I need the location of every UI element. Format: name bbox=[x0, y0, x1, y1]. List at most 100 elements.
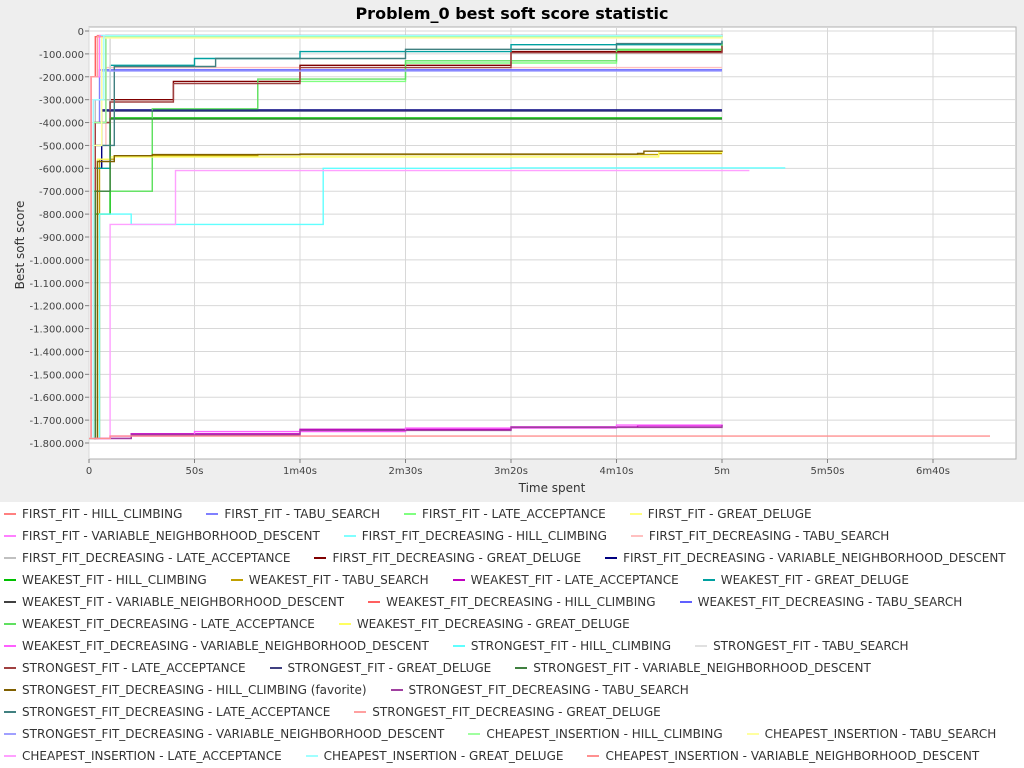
legend-swatch bbox=[4, 645, 16, 647]
legend-swatch bbox=[4, 755, 16, 757]
y-tick-label: -1.700.000 bbox=[29, 416, 84, 427]
legend-item: CHEAPEST_INSERTION - LATE_ACCEPTANCE bbox=[4, 745, 282, 767]
plot-area bbox=[88, 26, 1017, 460]
series-line bbox=[89, 435, 990, 440]
legend-row: WEAKEST_FIT_DECREASING - VARIABLE_NEIGHB… bbox=[0, 635, 1024, 657]
grid-lines bbox=[88, 27, 1016, 459]
legend-item: WEAKEST_FIT - TABU_SEARCH bbox=[230, 569, 429, 591]
legend-item: WEAKEST_FIT_DECREASING - GREAT_DELUGE bbox=[338, 613, 630, 635]
y-axis-label: Best soft score bbox=[13, 201, 27, 290]
legend-swatch bbox=[368, 601, 381, 603]
legend-item: FIRST_FIT - VARIABLE_NEIGHBORHOOD_DESCEN… bbox=[4, 525, 320, 547]
legend-swatch bbox=[452, 645, 465, 647]
y-tick-label: 0 bbox=[78, 27, 84, 38]
legend-item: STRONGEST_FIT_DECREASING - VARIABLE_NEIG… bbox=[4, 723, 444, 745]
legend-item: FIRST_FIT - LATE_ACCEPTANCE bbox=[404, 503, 606, 525]
legend-label: WEAKEST_FIT_DECREASING - HILL_CLIMBING bbox=[386, 595, 656, 609]
series-line bbox=[89, 425, 723, 440]
legend-label: STRONGEST_FIT_DECREASING - LATE_ACCEPTAN… bbox=[22, 705, 331, 719]
legend-row: FIRST_FIT_DECREASING - LATE_ACCEPTANCE FI… bbox=[0, 547, 1024, 569]
legend-row: WEAKEST_FIT - VARIABLE_NEIGHBORHOOD_DESC… bbox=[0, 591, 1024, 613]
legend-item: STRONGEST_FIT_DECREASING - TABU_SEARCH bbox=[390, 679, 689, 701]
legend-label: FIRST_FIT_DECREASING - GREAT_DELUGE bbox=[332, 551, 582, 565]
legend-item: STRONGEST_FIT - HILL_CLIMBING bbox=[452, 635, 671, 657]
x-tick-label: 6m40s bbox=[916, 466, 950, 477]
legend-label: STRONGEST_FIT_DECREASING - GREAT_DELUGE bbox=[372, 705, 661, 719]
legend-item: STRONGEST_FIT - GREAT_DELUGE bbox=[269, 657, 492, 679]
legend: FIRST_FIT - HILL_CLIMBING FIRST_FIT - TAB… bbox=[0, 502, 1024, 768]
legend-label: FIRST_FIT - TABU_SEARCH bbox=[224, 507, 381, 521]
legend-swatch bbox=[605, 557, 618, 559]
legend-swatch bbox=[354, 711, 367, 713]
chart-panel: Problem_0 best soft score statistic 0 -10… bbox=[0, 0, 1024, 502]
legend-item: STRONGEST_FIT - LATE_ACCEPTANCE bbox=[4, 657, 246, 679]
legend-label: STRONGEST_FIT_DECREASING - HILL_CLIMBING… bbox=[22, 683, 367, 697]
x-axis-label: Time spent bbox=[518, 481, 586, 495]
legend-label: STRONGEST_FIT_DECREASING - TABU_SEARCH bbox=[408, 683, 689, 697]
legend-swatch bbox=[404, 513, 417, 515]
legend-item: WEAKEST_FIT - GREAT_DELUGE bbox=[702, 569, 909, 591]
legend-swatch bbox=[4, 667, 16, 669]
legend-label: CHEAPEST_INSERTION - LATE_ACCEPTANCE bbox=[22, 749, 282, 763]
legend-label: FIRST_FIT_DECREASING - VARIABLE_NEIGHBOR… bbox=[623, 551, 1006, 565]
legend-swatch bbox=[587, 755, 600, 757]
legend-swatch bbox=[452, 579, 465, 581]
line-chart: Problem_0 best soft score statistic 0 -10… bbox=[13, 4, 1017, 495]
legend-item: WEAKEST_FIT_DECREASING - LATE_ACCEPTANCE bbox=[4, 613, 315, 635]
series-line bbox=[89, 150, 723, 440]
y-tick-label: -600.000 bbox=[39, 164, 84, 175]
y-tick-label: -400.000 bbox=[39, 119, 84, 130]
legend-label: STRONGEST_FIT - GREAT_DELUGE bbox=[287, 661, 492, 675]
legend-label: CHEAPEST_INSERTION - VARIABLE_NEIGHBORHO… bbox=[605, 749, 980, 763]
legend-label: WEAKEST_FIT_DECREASING - GREAT_DELUGE bbox=[356, 617, 630, 631]
legend-swatch bbox=[4, 557, 16, 559]
legend-row: CHEAPEST_INSERTION - LATE_ACCEPTANCE CHEA… bbox=[0, 745, 1024, 767]
legend-row: STRONGEST_FIT_DECREASING - HILL_CLIMBING… bbox=[0, 679, 1024, 701]
legend-swatch bbox=[305, 755, 318, 757]
legend-label: WEAKEST_FIT_DECREASING - VARIABLE_NEIGHB… bbox=[22, 639, 429, 653]
legend-swatch bbox=[629, 513, 642, 515]
legend-row: WEAKEST_FIT - HILL_CLIMBING WEAKEST_FIT -… bbox=[0, 569, 1024, 591]
legend-row: FIRST_FIT - VARIABLE_NEIGHBORHOOD_DESCEN… bbox=[0, 525, 1024, 547]
legend-swatch bbox=[4, 601, 16, 603]
y-tick-label: -1.000.000 bbox=[29, 256, 84, 267]
legend-label: FIRST_FIT_DECREASING - TABU_SEARCH bbox=[648, 529, 890, 543]
y-tick-label: -800.000 bbox=[39, 210, 84, 221]
legend-swatch bbox=[338, 623, 351, 625]
legend-item: STRONGEST_FIT_DECREASING - LATE_ACCEPTAN… bbox=[4, 701, 330, 723]
legend-label: WEAKEST_FIT - TABU_SEARCH bbox=[248, 573, 429, 587]
legend-item: STRONGEST_FIT - VARIABLE_NEIGHBORHOOD_DE… bbox=[515, 657, 871, 679]
legend-item: WEAKEST_FIT - HILL_CLIMBING bbox=[4, 569, 207, 591]
x-tick-label: 0 bbox=[86, 466, 92, 477]
legend-label: WEAKEST_FIT - LATE_ACCEPTANCE bbox=[470, 573, 679, 587]
legend-label: STRONGEST_FIT_DECREASING - VARIABLE_NEIG… bbox=[22, 727, 445, 741]
series-line bbox=[89, 167, 786, 440]
legend-label: WEAKEST_FIT_DECREASING - TABU_SEARCH bbox=[697, 595, 963, 609]
legend-label: STRONGEST_FIT - LATE_ACCEPTANCE bbox=[22, 661, 246, 675]
legend-swatch bbox=[4, 623, 16, 625]
legend-item: STRONGEST_FIT_DECREASING - GREAT_DELUGE bbox=[354, 701, 661, 723]
legend-item: FIRST_FIT_DECREASING - VARIABLE_NEIGHBOR… bbox=[605, 547, 1006, 569]
legend-label: CHEAPEST_INSERTION - HILL_CLIMBING bbox=[486, 727, 723, 741]
legend-item: WEAKEST_FIT - VARIABLE_NEIGHBORHOOD_DESC… bbox=[4, 591, 344, 613]
y-tick-label: -1.600.000 bbox=[29, 393, 84, 404]
legend-item: CHEAPEST_INSERTION - GREAT_DELUGE bbox=[305, 745, 564, 767]
legend-swatch bbox=[695, 645, 708, 647]
legend-swatch bbox=[468, 733, 481, 735]
legend-swatch bbox=[702, 579, 715, 581]
x-tick-label: 5m50s bbox=[810, 466, 844, 477]
legend-label: WEAKEST_FIT_DECREASING - LATE_ACCEPTANCE bbox=[22, 617, 315, 631]
legend-swatch bbox=[515, 667, 528, 669]
legend-swatch bbox=[4, 711, 16, 713]
x-tick-label: 4m10s bbox=[599, 466, 633, 477]
legend-swatch bbox=[630, 535, 643, 537]
legend-label: FIRST_FIT - LATE_ACCEPTANCE bbox=[422, 507, 606, 521]
x-tick-label: 2m30s bbox=[388, 466, 422, 477]
legend-item: FIRST_FIT - GREAT_DELUGE bbox=[629, 503, 812, 525]
legend-label: CHEAPEST_INSERTION - GREAT_DELUGE bbox=[323, 749, 564, 763]
legend-row: STRONGEST_FIT - LATE_ACCEPTANCE STRONGEST… bbox=[0, 657, 1024, 679]
legend-swatch bbox=[4, 579, 16, 581]
legend-swatch bbox=[4, 733, 16, 735]
x-tick-label: 1m40s bbox=[283, 466, 317, 477]
legend-swatch bbox=[679, 601, 692, 603]
